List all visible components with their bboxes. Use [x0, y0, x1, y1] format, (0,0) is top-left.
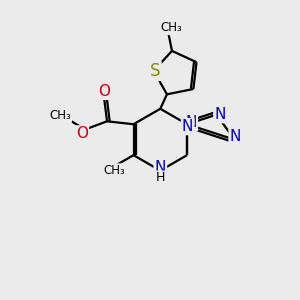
Text: H: H [156, 172, 165, 184]
Text: N: N [154, 160, 166, 175]
Text: N: N [230, 129, 241, 144]
Text: CH₃: CH₃ [49, 109, 71, 122]
Text: S: S [150, 62, 160, 80]
Text: N: N [185, 115, 197, 130]
Text: O: O [98, 84, 110, 99]
Text: O: O [76, 127, 88, 142]
Text: N: N [214, 107, 226, 122]
Text: CH₃: CH₃ [103, 164, 125, 177]
Text: N: N [182, 119, 194, 134]
Text: CH₃: CH₃ [161, 21, 183, 34]
